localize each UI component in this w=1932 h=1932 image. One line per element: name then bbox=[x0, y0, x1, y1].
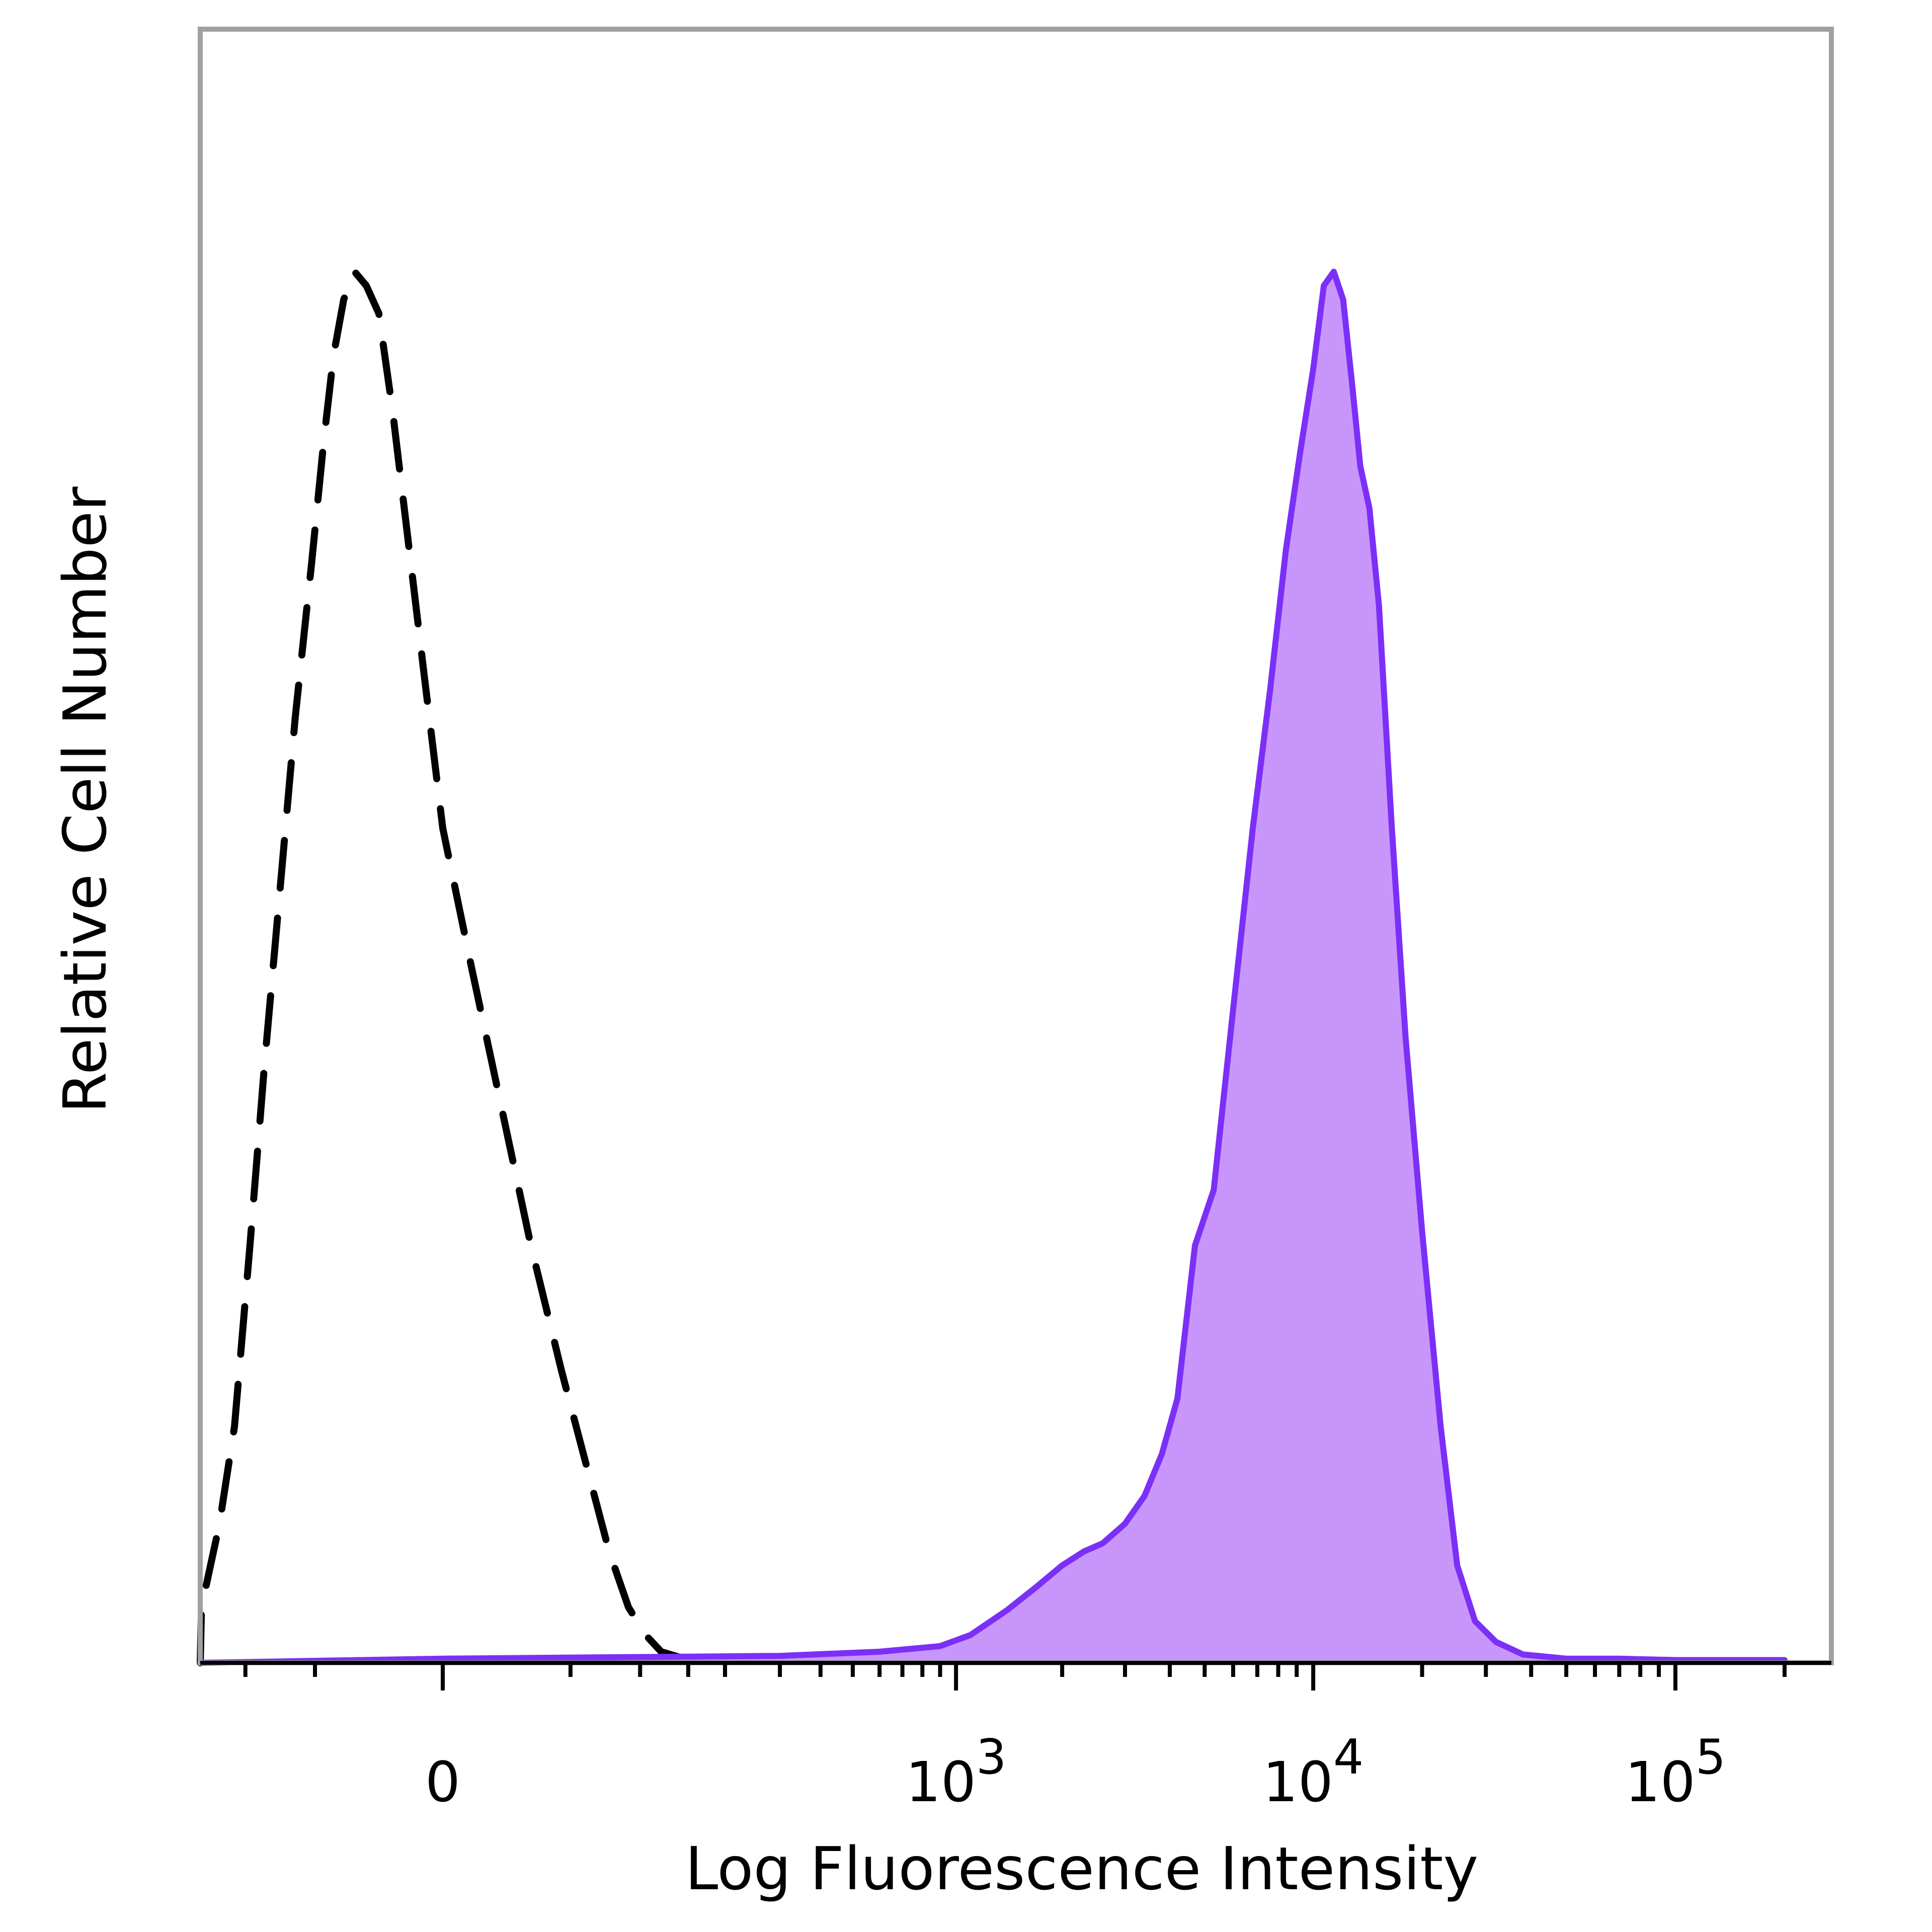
x-axis-ticks bbox=[243, 1663, 1787, 1691]
x-axis-label: Log Fluorescence Intensity bbox=[685, 1834, 1479, 1903]
x-axis-tick-labels: 0 103 104 105 bbox=[425, 1730, 1726, 1814]
x-tick-label: 0 bbox=[425, 1750, 460, 1814]
series-1-area bbox=[200, 272, 1785, 1663]
series-layer bbox=[197, 268, 1788, 1666]
y-axis-label: Relative Cell Number bbox=[50, 487, 120, 1113]
series-1-line bbox=[197, 269, 1788, 1666]
x-tick-label: 104 bbox=[1263, 1730, 1363, 1814]
x-tick-label: 103 bbox=[906, 1730, 1006, 1814]
x-tick-label: 105 bbox=[1625, 1730, 1726, 1814]
